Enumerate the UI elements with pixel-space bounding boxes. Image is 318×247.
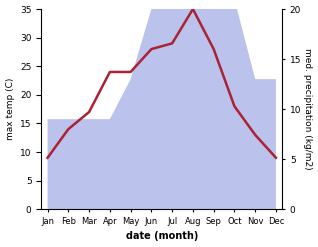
- Y-axis label: max temp (C): max temp (C): [5, 78, 15, 140]
- X-axis label: date (month): date (month): [126, 231, 198, 242]
- Y-axis label: med. precipitation (kg/m2): med. precipitation (kg/m2): [303, 48, 313, 170]
